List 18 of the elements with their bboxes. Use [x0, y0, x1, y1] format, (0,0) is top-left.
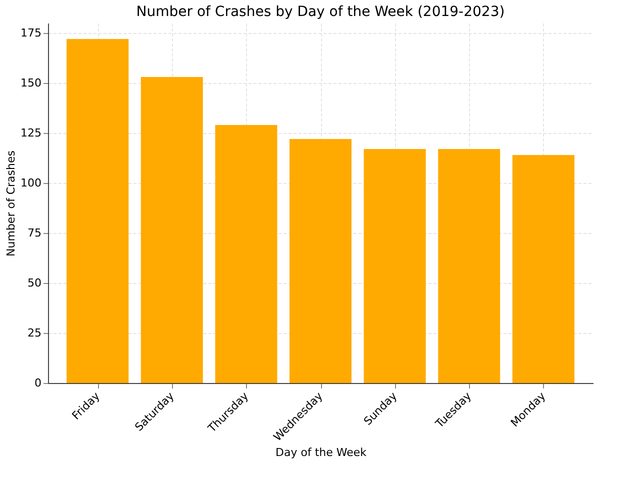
bar — [438, 149, 500, 383]
y-tick-label: 50 — [28, 276, 42, 290]
y-axis-title: Number of Crashes — [4, 150, 18, 256]
chart-title: Number of Crashes by Day of the Week (2019-2023) — [136, 4, 505, 20]
bar — [290, 139, 352, 383]
y-tick-label: 150 — [20, 76, 42, 90]
bar — [140, 77, 203, 383]
y-tick-label: 75 — [28, 226, 42, 240]
y-tick-label: 25 — [28, 326, 42, 340]
bar — [215, 125, 278, 383]
y-tick-label: 0 — [34, 376, 42, 390]
y-tick-label: 175 — [20, 26, 42, 40]
bar — [512, 155, 574, 383]
y-tick-label: 125 — [20, 126, 42, 140]
x-axis-title: Day of the Week — [275, 446, 368, 460]
bar — [66, 39, 129, 383]
y-tick-label: 100 — [20, 176, 42, 190]
bar — [364, 149, 426, 383]
